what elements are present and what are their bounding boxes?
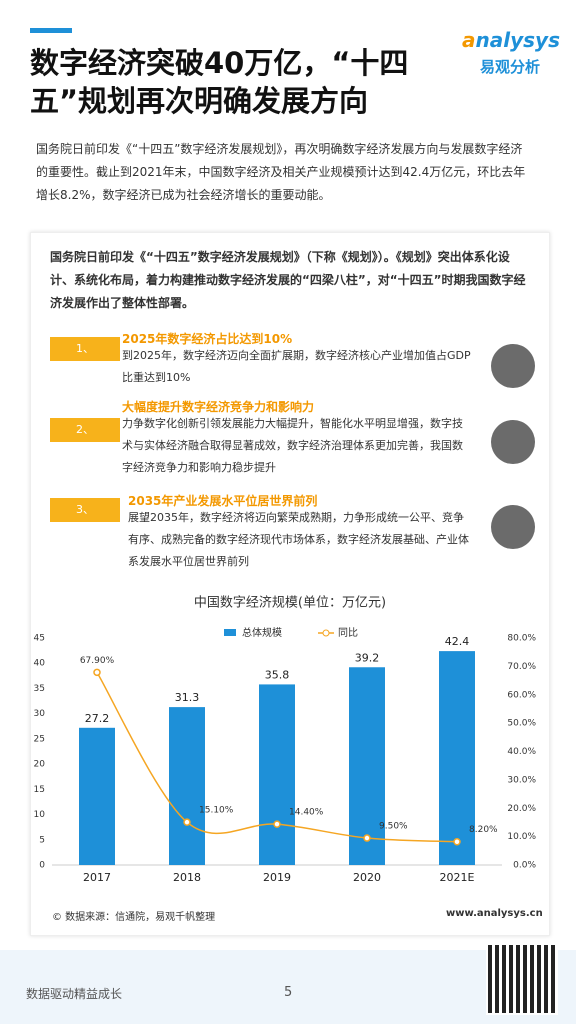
line-label: 15.10%: [199, 806, 234, 816]
y-tick-label: 35: [34, 684, 45, 694]
qr-code: [486, 943, 558, 1015]
y2-tick-label: 80.0%: [507, 634, 536, 644]
legend-label: 同比: [338, 627, 358, 639]
line-point: [453, 837, 461, 846]
y-tick-label: 10: [34, 810, 46, 820]
y-tick-label: 15: [34, 785, 45, 795]
item-text: 力争数字化创新引领发展能力大幅提升，智能化水平明显增强，数字技术与实体经济融合取…: [122, 417, 463, 474]
bar: [349, 667, 385, 865]
bar: [259, 684, 295, 865]
footer-band: [0, 950, 576, 1024]
website: www.analysys.cn: [446, 908, 543, 919]
x-tick-label: 2018: [173, 871, 201, 884]
title-line: 数字经济突破40万亿，“十四: [30, 46, 409, 80]
icon: [491, 505, 535, 549]
logo-en: nalysys: [475, 28, 560, 52]
content-box: [30, 232, 550, 936]
bar-label: 42.4: [445, 635, 470, 648]
y2-tick-label: 30.0%: [507, 775, 536, 785]
bar: [439, 651, 475, 865]
legend-swatch: [224, 629, 236, 636]
line-label: 14.40%: [289, 808, 324, 818]
bar-label: 31.3: [175, 691, 200, 704]
title-line: 五”规划再次明确发展方向: [30, 84, 369, 118]
box-intro: 国务院日前印发《“十四五”数字经济发展规划》（下称《规划》）。《规划》突出体系化…: [50, 250, 526, 310]
bar: [169, 707, 205, 865]
x-tick-label: 2020: [353, 871, 381, 884]
source: © 数据来源：信通院，易观千帆整理: [52, 912, 216, 923]
legend-label: 总体规模: [242, 626, 282, 639]
y-tick-label: 25: [34, 734, 45, 744]
logo-cn: 易观分析: [480, 58, 541, 76]
item-num: 2、: [50, 418, 120, 442]
y2-tick-label: 70.0%: [507, 662, 536, 672]
item-heading: 2035年产业发展水平位居世界前列: [128, 494, 318, 508]
line-point: [273, 820, 281, 828]
item-heading: 大幅度提升数字经济竞争力和影响力: [122, 400, 315, 414]
line-point: [363, 834, 371, 842]
y-tick-label: 30: [34, 709, 46, 719]
x-tick-label: 2019: [263, 871, 291, 884]
bar-label: 39.2: [355, 651, 380, 664]
y-tick-label: 5: [39, 835, 45, 845]
item-num: 1、: [50, 337, 120, 361]
icon: [491, 344, 535, 388]
title: 数字经济突破40万亿，“十四 五”规划再次明确发展方向: [30, 44, 408, 120]
line-label: 67.90%: [80, 656, 115, 666]
line-label: 8.20%: [469, 825, 498, 835]
legend-swatch: [322, 629, 330, 637]
accent-bar: [30, 28, 72, 33]
item-num: 3、: [50, 498, 120, 522]
y2-tick-label: 20.0%: [507, 804, 536, 814]
line-point: [183, 818, 191, 826]
line-point: [93, 668, 101, 677]
y2-tick-label: 10.0%: [507, 832, 536, 842]
y-tick-label: 45: [34, 634, 45, 644]
bar: [79, 727, 115, 865]
y-tick-label: 20: [34, 760, 46, 770]
chart-title: 中国数字经济规模(单位：万亿元): [194, 596, 386, 611]
y2-tick-label: 40.0%: [507, 747, 536, 757]
intro: 国务院日前印发《“十四五”数字经济发展规划》，再次明确数字经济发展方向与发展数字…: [36, 142, 526, 202]
item-heading: 2025年数字经济占比达到10%: [122, 332, 293, 346]
bar-label: 27.2: [85, 712, 110, 725]
x-tick-label: 2021E: [440, 871, 475, 884]
x-tick-label: 2017: [83, 871, 111, 884]
logo: analysys: [462, 28, 560, 52]
item-text: 到2025年，数字经济迈向全面扩展期，数字经济核心产业增加值占GDP比重达到10…: [122, 349, 471, 384]
line-label: 9.50%: [379, 822, 408, 832]
y-tick-label: 0: [39, 861, 45, 871]
slogan: 数据驱动精益成长: [26, 987, 123, 1001]
page-number: 5: [284, 985, 293, 1000]
chart: 中国数字经济规模(单位：万亿元) 0 5 10 15 20 25 30 35 40 45 0.0% 1…: [34, 596, 537, 885]
icon: [491, 420, 535, 464]
y2-tick-label: 0.0%: [513, 861, 536, 871]
line: [96, 671, 458, 843]
item-text: 展望2035年，数字经济将迈向繁荣成熟期，力争形成统一公平、竞争有序、成熟完备的…: [128, 511, 469, 568]
y2-tick-label: 60.0%: [507, 690, 536, 700]
y2-tick-label: 50.0%: [507, 719, 536, 729]
y-tick-label: 40: [34, 659, 46, 669]
bar-label: 35.8: [265, 668, 290, 681]
